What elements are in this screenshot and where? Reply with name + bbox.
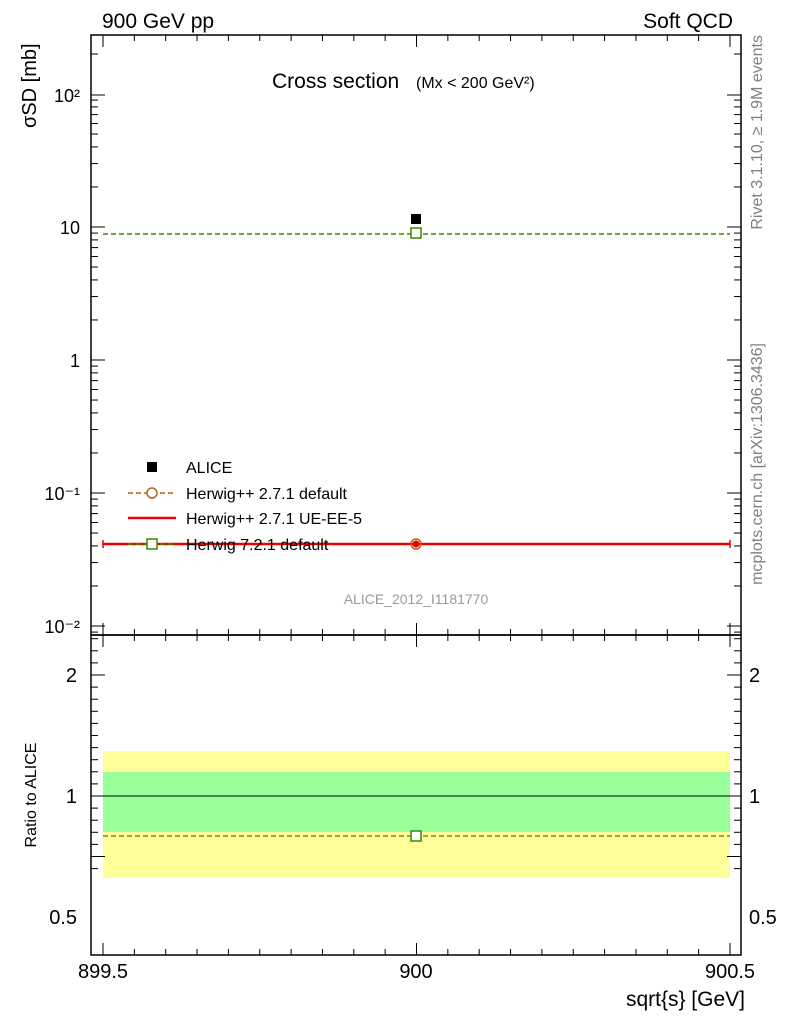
analysis-watermark: ALICE_2012_I1181770	[344, 591, 489, 607]
legend-default-marker	[146, 487, 158, 499]
x-tick-label-900: 900	[399, 961, 432, 983]
ratio-y-tick-label-1-right: 1	[749, 786, 760, 808]
herwig271-default-point	[410, 538, 422, 550]
band-inner	[103, 772, 730, 832]
chart-title: Cross section	[272, 70, 399, 93]
legend-default: Herwig++ 2.7.1 default	[186, 486, 348, 503]
ratio-y-tick-label-05-left: 0.5	[49, 907, 77, 929]
legend: ALICE Herwig++ 2.7.1 default Herwig++ 2.…	[128, 460, 362, 554]
top-ticks	[91, 35, 741, 635]
x-tick-label-899-5: 899.5	[78, 961, 128, 983]
y-tick-label-100: 10²	[54, 86, 80, 106]
legend-alice-marker	[147, 462, 157, 472]
header-right: Soft QCD	[643, 10, 733, 33]
x-tick-label-900-5: 900.5	[705, 961, 755, 983]
chart-title-note: (Mx < 200 GeV²)	[416, 75, 535, 92]
ratio-y-tick-label-05-right: 0.5	[749, 907, 777, 929]
mcplots-label: mcplots.cern.ch [arXiv:1306.3436]	[749, 343, 766, 585]
ratio-y-tick-label-2-left: 2	[66, 665, 77, 687]
legend-herwig721-marker	[146, 538, 158, 550]
herwig721-point	[410, 227, 422, 239]
ratio-ticks	[91, 635, 741, 955]
alice-point	[411, 214, 421, 224]
legend-ueee5: Herwig++ 2.7.1 UE-EE-5	[186, 511, 362, 528]
herwig271-ueee5-point	[412, 540, 420, 548]
ratio-panel: Ratio to ALICE 2 1 0.5 2 1 0.5 899.5 900…	[23, 634, 777, 1011]
ratio-frame	[90, 634, 742, 956]
ratio-y-tick-label-1-left: 1	[66, 786, 77, 808]
y-tick-label-1: 1	[70, 351, 80, 371]
ratio-herwig721-point	[410, 830, 422, 842]
header-left: 900 GeV pp	[102, 10, 214, 33]
y-axis-label: σSD [mb]	[19, 43, 41, 128]
y-tick-label-e-1: 10⁻¹	[44, 484, 80, 504]
legend-alice: ALICE	[186, 460, 232, 477]
y-tick-label-e-2: 10⁻²	[44, 617, 80, 637]
rivet-label: Rivet 3.1.10, ≥ 1.9M events	[749, 35, 766, 230]
y-tick-label-10: 10	[60, 218, 80, 238]
ratio-y-tick-label-2-right: 2	[749, 665, 760, 687]
main-panel: Cross section (Mx < 200 GeV²) σSD [mb] A…	[19, 34, 742, 637]
legend-herwig721: Herwig 7.2.1 default	[186, 537, 329, 554]
x-axis-label: sqrt{s} [GeV]	[626, 988, 745, 1011]
ratio-y-axis-label: Ratio to ALICE	[23, 743, 40, 848]
